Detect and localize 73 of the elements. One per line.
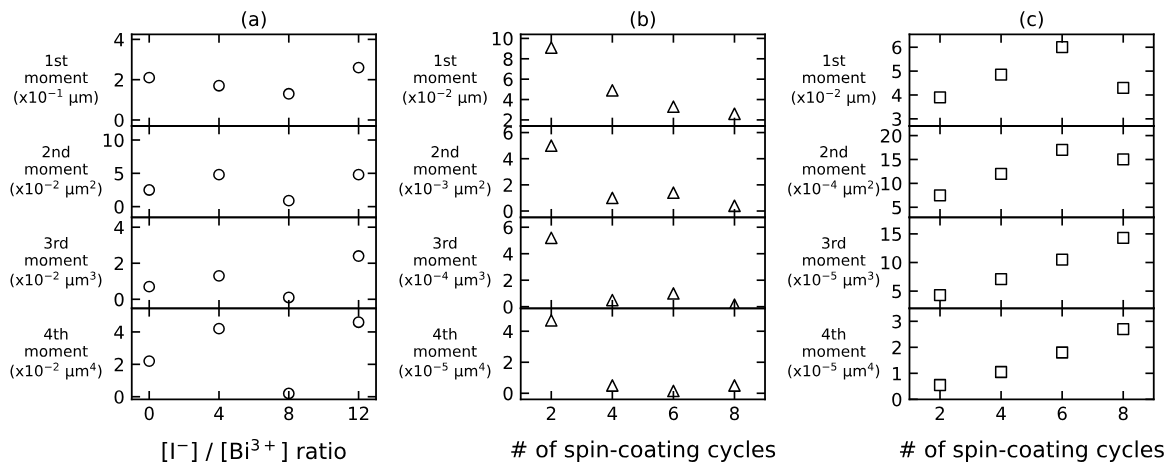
y-tick-label: 5 bbox=[892, 64, 901, 79]
y-tick-label: 0 bbox=[503, 204, 513, 219]
y-tick-label: 2 bbox=[503, 355, 512, 370]
y-tick-label: 1 bbox=[893, 367, 901, 381]
y-tick-label: 10 bbox=[492, 31, 513, 46]
x-axis-title: # of spin-coating cycles bbox=[511, 440, 776, 462]
x-tick-label: 8 bbox=[729, 406, 739, 421]
y-tick-label: 6 bbox=[503, 72, 513, 87]
y-axis-title: 2nd moment (x10$^{−3}$ μm$^{2}$) bbox=[399, 145, 491, 198]
x-axis-title: # of spin-coating cycles bbox=[899, 440, 1164, 462]
chart-title: (b) bbox=[630, 11, 655, 29]
x-tick-label: 2 bbox=[935, 406, 944, 420]
y-axis-title: 4th moment (x10$^{−5}$ μm$^{4}$) bbox=[788, 328, 880, 380]
y-tick-label: 2 bbox=[114, 73, 124, 87]
y-axis-title: 3rd moment (x10$^{−4}$ μm$^{3}$) bbox=[399, 236, 491, 289]
y-tick-label: 2 bbox=[892, 340, 901, 355]
y-tick-label: 0 bbox=[114, 390, 124, 404]
x-tick-label: 4 bbox=[214, 406, 224, 420]
y-tick-label: 10 bbox=[103, 133, 124, 148]
x-tick-label: 12 bbox=[349, 406, 369, 420]
y-tick-label: 0 bbox=[114, 200, 124, 214]
y-tick-label: 4 bbox=[114, 220, 124, 235]
y-tick-label: 4 bbox=[114, 325, 124, 339]
y-tick-label: 6 bbox=[503, 220, 513, 235]
y-tick-label: 4 bbox=[114, 33, 124, 47]
y-tick-label: 5 bbox=[892, 200, 901, 215]
y-tick-label: 2 bbox=[114, 357, 124, 372]
y-axis-title: 2nd moment (x10$^{−2}$ μm$^{2}$) bbox=[10, 145, 102, 198]
y-tick-label: 0 bbox=[114, 113, 124, 128]
x-tick-label: 0 bbox=[144, 406, 154, 421]
x-tick-label: 4 bbox=[607, 406, 618, 420]
chart-title: (a) bbox=[242, 11, 266, 29]
y-tick-label: 4 bbox=[503, 152, 513, 166]
y-tick-label: 15 bbox=[881, 227, 901, 241]
y-tick-label: 4 bbox=[503, 93, 513, 107]
y-tick-label: 2 bbox=[503, 273, 512, 288]
x-tick-label: 4 bbox=[996, 406, 1006, 420]
y-tick-label: 2 bbox=[503, 178, 512, 192]
chart-title: (c) bbox=[1020, 11, 1043, 29]
y-tick-label: 6 bbox=[503, 126, 513, 140]
y-tick-label: 8 bbox=[503, 52, 513, 66]
y-axis-title: 1st moment (x10$^{−1}$ μm) bbox=[14, 54, 98, 106]
y-tick-label: 2 bbox=[503, 113, 512, 127]
y-axis-title: 3rd moment (x10$^{−5}$ μm$^{3}$) bbox=[788, 236, 880, 289]
y-tick-label: 3 bbox=[892, 112, 902, 126]
y-tick-label: 0 bbox=[114, 292, 124, 307]
x-tick-label: 2 bbox=[546, 406, 556, 420]
y-tick-label: 4 bbox=[891, 88, 902, 102]
y-tick-label: 6 bbox=[892, 40, 902, 55]
x-tick-label: 6 bbox=[668, 406, 679, 421]
y-tick-label: 4 bbox=[503, 324, 513, 339]
y-axis-title: 2nd moment (x10$^{−4}$ μm$^{2}$) bbox=[788, 145, 880, 198]
y-tick-label: 10 bbox=[881, 176, 902, 191]
y-tick-label: 0 bbox=[503, 386, 513, 401]
y-axis-title: 4th moment (x10$^{−2}$ μm$^{4}$) bbox=[10, 327, 102, 380]
x-tick-label: 8 bbox=[1118, 406, 1128, 421]
x-axis-title: [I$^{−}$] / [Bi$^{3+}$] ratio bbox=[162, 438, 346, 462]
y-tick-label: 4 bbox=[503, 247, 513, 261]
y-axis-title: 1st moment (x10$^{−2}$ μm) bbox=[403, 54, 487, 106]
y-tick-label: 10 bbox=[881, 255, 902, 270]
x-tick-label: 6 bbox=[1057, 406, 1067, 421]
y-tick-label: 2 bbox=[114, 256, 124, 271]
x-tick-label: 8 bbox=[284, 406, 294, 421]
y-axis-title: 3rd moment (x10$^{−2}$ μm$^{3}$) bbox=[10, 236, 102, 289]
y-tick-label: 5 bbox=[114, 167, 124, 181]
y-tick-label: 0 bbox=[892, 392, 902, 407]
y-axis-title: 4th moment (x10$^{−5}$ μm$^{4}$) bbox=[399, 328, 491, 380]
y-tick-label: 5 bbox=[892, 284, 901, 299]
y-tick-label: 3 bbox=[892, 314, 902, 329]
y-tick-label: 15 bbox=[881, 153, 901, 167]
y-tick-label: 0 bbox=[503, 300, 513, 314]
y-axis-title: 1st moment (x10$^{−2}$ μm) bbox=[791, 54, 876, 106]
y-tick-label: 20 bbox=[880, 129, 902, 143]
